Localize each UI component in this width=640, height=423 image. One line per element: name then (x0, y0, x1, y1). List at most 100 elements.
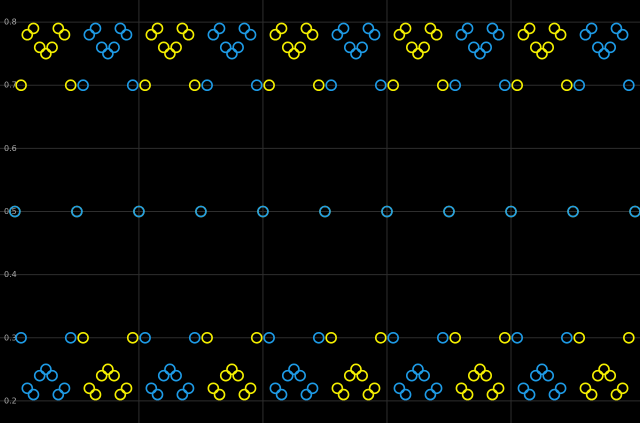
point (424, 388, 437, 401)
point (350, 47, 362, 60)
point (114, 22, 127, 35)
point (492, 382, 505, 395)
point (312, 331, 325, 344)
point (368, 28, 381, 41)
point (95, 369, 108, 382)
point (362, 388, 375, 401)
point (120, 382, 133, 395)
point (213, 22, 226, 35)
point (244, 382, 257, 395)
point (207, 382, 220, 395)
y-tick-label: 0.2 (4, 396, 17, 405)
point (461, 22, 474, 35)
point (592, 41, 604, 54)
point (337, 388, 350, 401)
point (232, 369, 244, 382)
point (108, 41, 120, 54)
point (554, 28, 567, 41)
point (418, 369, 430, 382)
y-tick-label: 0.3 (4, 333, 17, 342)
point (629, 205, 640, 218)
point (263, 331, 275, 344)
point (405, 369, 418, 382)
point (145, 28, 158, 41)
point (170, 41, 182, 54)
point (77, 79, 89, 92)
point (399, 22, 412, 35)
point (33, 41, 46, 54)
point (343, 41, 356, 54)
point (52, 388, 65, 401)
point (195, 205, 207, 218)
point (312, 79, 325, 92)
point (300, 22, 313, 35)
y-tick-label: 0.4 (4, 270, 17, 279)
point (393, 28, 406, 41)
point (21, 382, 34, 395)
point (368, 382, 381, 395)
point (542, 41, 555, 54)
point (461, 388, 474, 401)
point (449, 331, 461, 344)
point (226, 47, 238, 60)
point (387, 79, 399, 92)
point (126, 331, 139, 344)
point (95, 41, 108, 54)
point (188, 331, 201, 344)
point (157, 41, 170, 54)
point (598, 47, 610, 60)
point (40, 47, 52, 60)
point (381, 205, 393, 218)
point (362, 22, 375, 35)
point (46, 369, 58, 382)
point (573, 79, 586, 92)
point (238, 388, 251, 401)
point (331, 28, 344, 41)
point (374, 331, 387, 344)
point (219, 369, 232, 382)
point (232, 41, 244, 54)
point (102, 47, 114, 60)
point (399, 388, 412, 401)
point (430, 382, 443, 395)
point (554, 382, 567, 395)
point (64, 331, 77, 344)
point (350, 363, 362, 376)
point (486, 388, 499, 401)
point (58, 382, 71, 395)
point (517, 28, 530, 41)
point (585, 388, 598, 401)
point (151, 22, 164, 35)
point (517, 382, 530, 395)
point (164, 363, 176, 376)
point (467, 41, 480, 54)
point (182, 28, 195, 41)
point (474, 363, 486, 376)
point (319, 205, 331, 218)
point (294, 369, 306, 382)
point (474, 47, 486, 60)
point (300, 388, 313, 401)
point (275, 22, 288, 35)
point (21, 28, 34, 41)
point (40, 363, 52, 376)
point (133, 205, 145, 218)
point (499, 79, 511, 92)
point (542, 369, 555, 382)
point (157, 369, 170, 382)
point (412, 47, 424, 60)
point (523, 22, 536, 35)
point (604, 369, 617, 382)
point (139, 79, 151, 92)
point (58, 28, 71, 41)
point (436, 79, 449, 92)
point (46, 41, 58, 54)
point (27, 22, 40, 35)
point (15, 79, 27, 92)
point (250, 331, 263, 344)
point (114, 388, 127, 401)
point (623, 79, 635, 92)
point (405, 41, 418, 54)
point (486, 22, 499, 35)
